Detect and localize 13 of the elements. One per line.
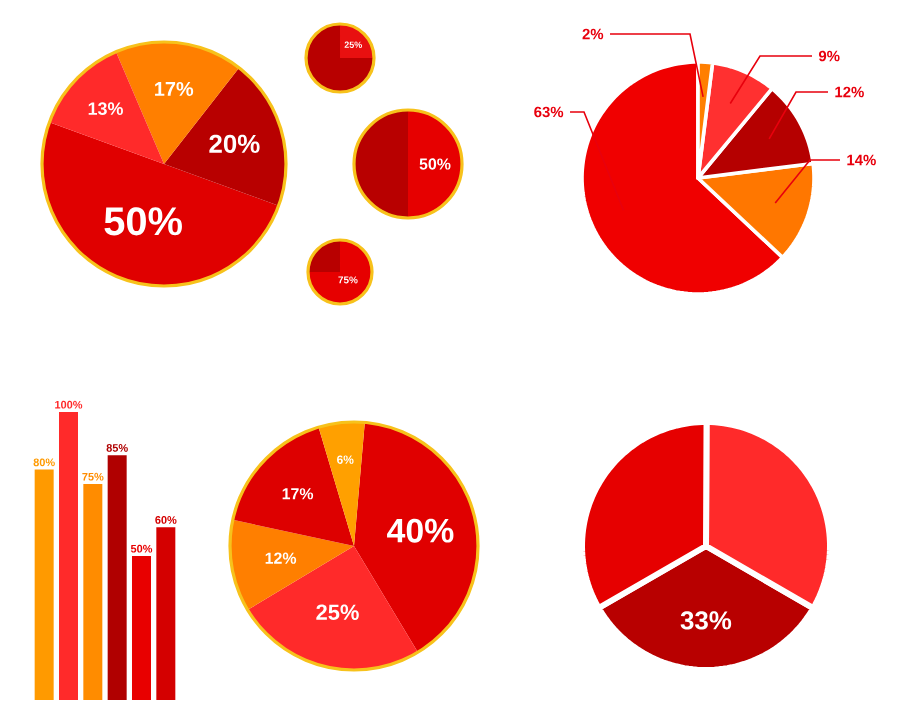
data-label: 50% <box>104 207 182 236</box>
bar <box>156 527 176 700</box>
data-label: 25% <box>316 604 359 620</box>
data-label: 20% <box>209 134 260 153</box>
data-label: 13% <box>88 102 123 116</box>
bar <box>59 412 78 700</box>
bar <box>131 556 151 700</box>
data-label: 17% <box>155 81 194 96</box>
bar <box>83 484 103 700</box>
bar <box>34 469 54 700</box>
data-label: 33% <box>680 611 732 630</box>
data-label: 40% <box>387 518 454 543</box>
bar <box>107 455 127 700</box>
